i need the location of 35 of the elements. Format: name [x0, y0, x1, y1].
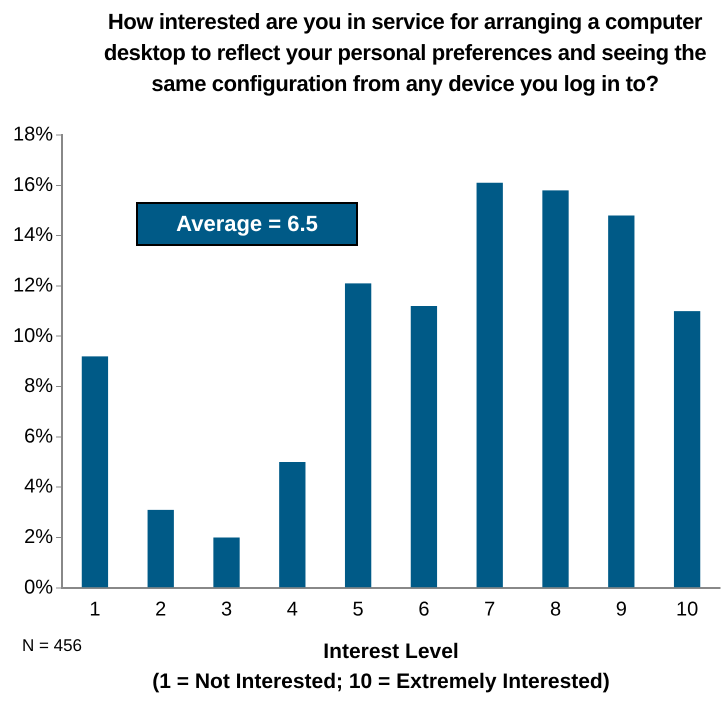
- y-tick-label: 4%: [24, 476, 54, 498]
- y-tick-label: 12%: [13, 274, 54, 296]
- x-axis-title: Interest Level: [323, 640, 459, 664]
- bar: [82, 356, 108, 588]
- bar: [476, 182, 503, 588]
- y-tick-label: 18%: [13, 124, 54, 146]
- y-tick-label: 8%: [24, 375, 54, 398]
- bar: [608, 216, 634, 588]
- chart-title: How interested are you in service for arranging a computer desktop to reflect your personal preferences and seeing the same configuration from any device you log in to?: [102, 8, 708, 98]
- y-tick-label: 14%: [13, 224, 54, 246]
- x-tick-label: 1: [89, 598, 100, 620]
- x-tick-label: 3: [220, 598, 232, 620]
- y-tick-label: 2%: [24, 526, 54, 548]
- text: N = 456: [22, 636, 82, 656]
- y-tick-label: 10%: [13, 324, 54, 347]
- bar: [148, 510, 174, 588]
- x-tick-label: 7: [484, 598, 496, 620]
- bar: [410, 306, 438, 588]
- x-tick-label: 6: [418, 598, 430, 620]
- y-tick-label: 16%: [13, 174, 54, 196]
- bar: [279, 462, 306, 588]
- x-tick-label: 5: [352, 598, 364, 620]
- x-tick-label: 2: [155, 598, 166, 620]
- bar: [213, 537, 240, 588]
- x-tick-label: 8: [550, 598, 562, 620]
- x-tick-label: 4: [286, 598, 298, 620]
- text: (1 = Not Interested; 10 = Extremely Interested): [151, 670, 611, 694]
- bar: [674, 311, 700, 588]
- x-tick-label: 9: [616, 598, 627, 620]
- bar: [344, 283, 372, 588]
- text-box: Average = 6.5: [136, 202, 358, 246]
- y-tick-label: 0%: [24, 576, 54, 598]
- y-tick-label: 6%: [24, 425, 54, 448]
- bar: [542, 190, 569, 588]
- x-tick-label: 10: [676, 598, 698, 620]
